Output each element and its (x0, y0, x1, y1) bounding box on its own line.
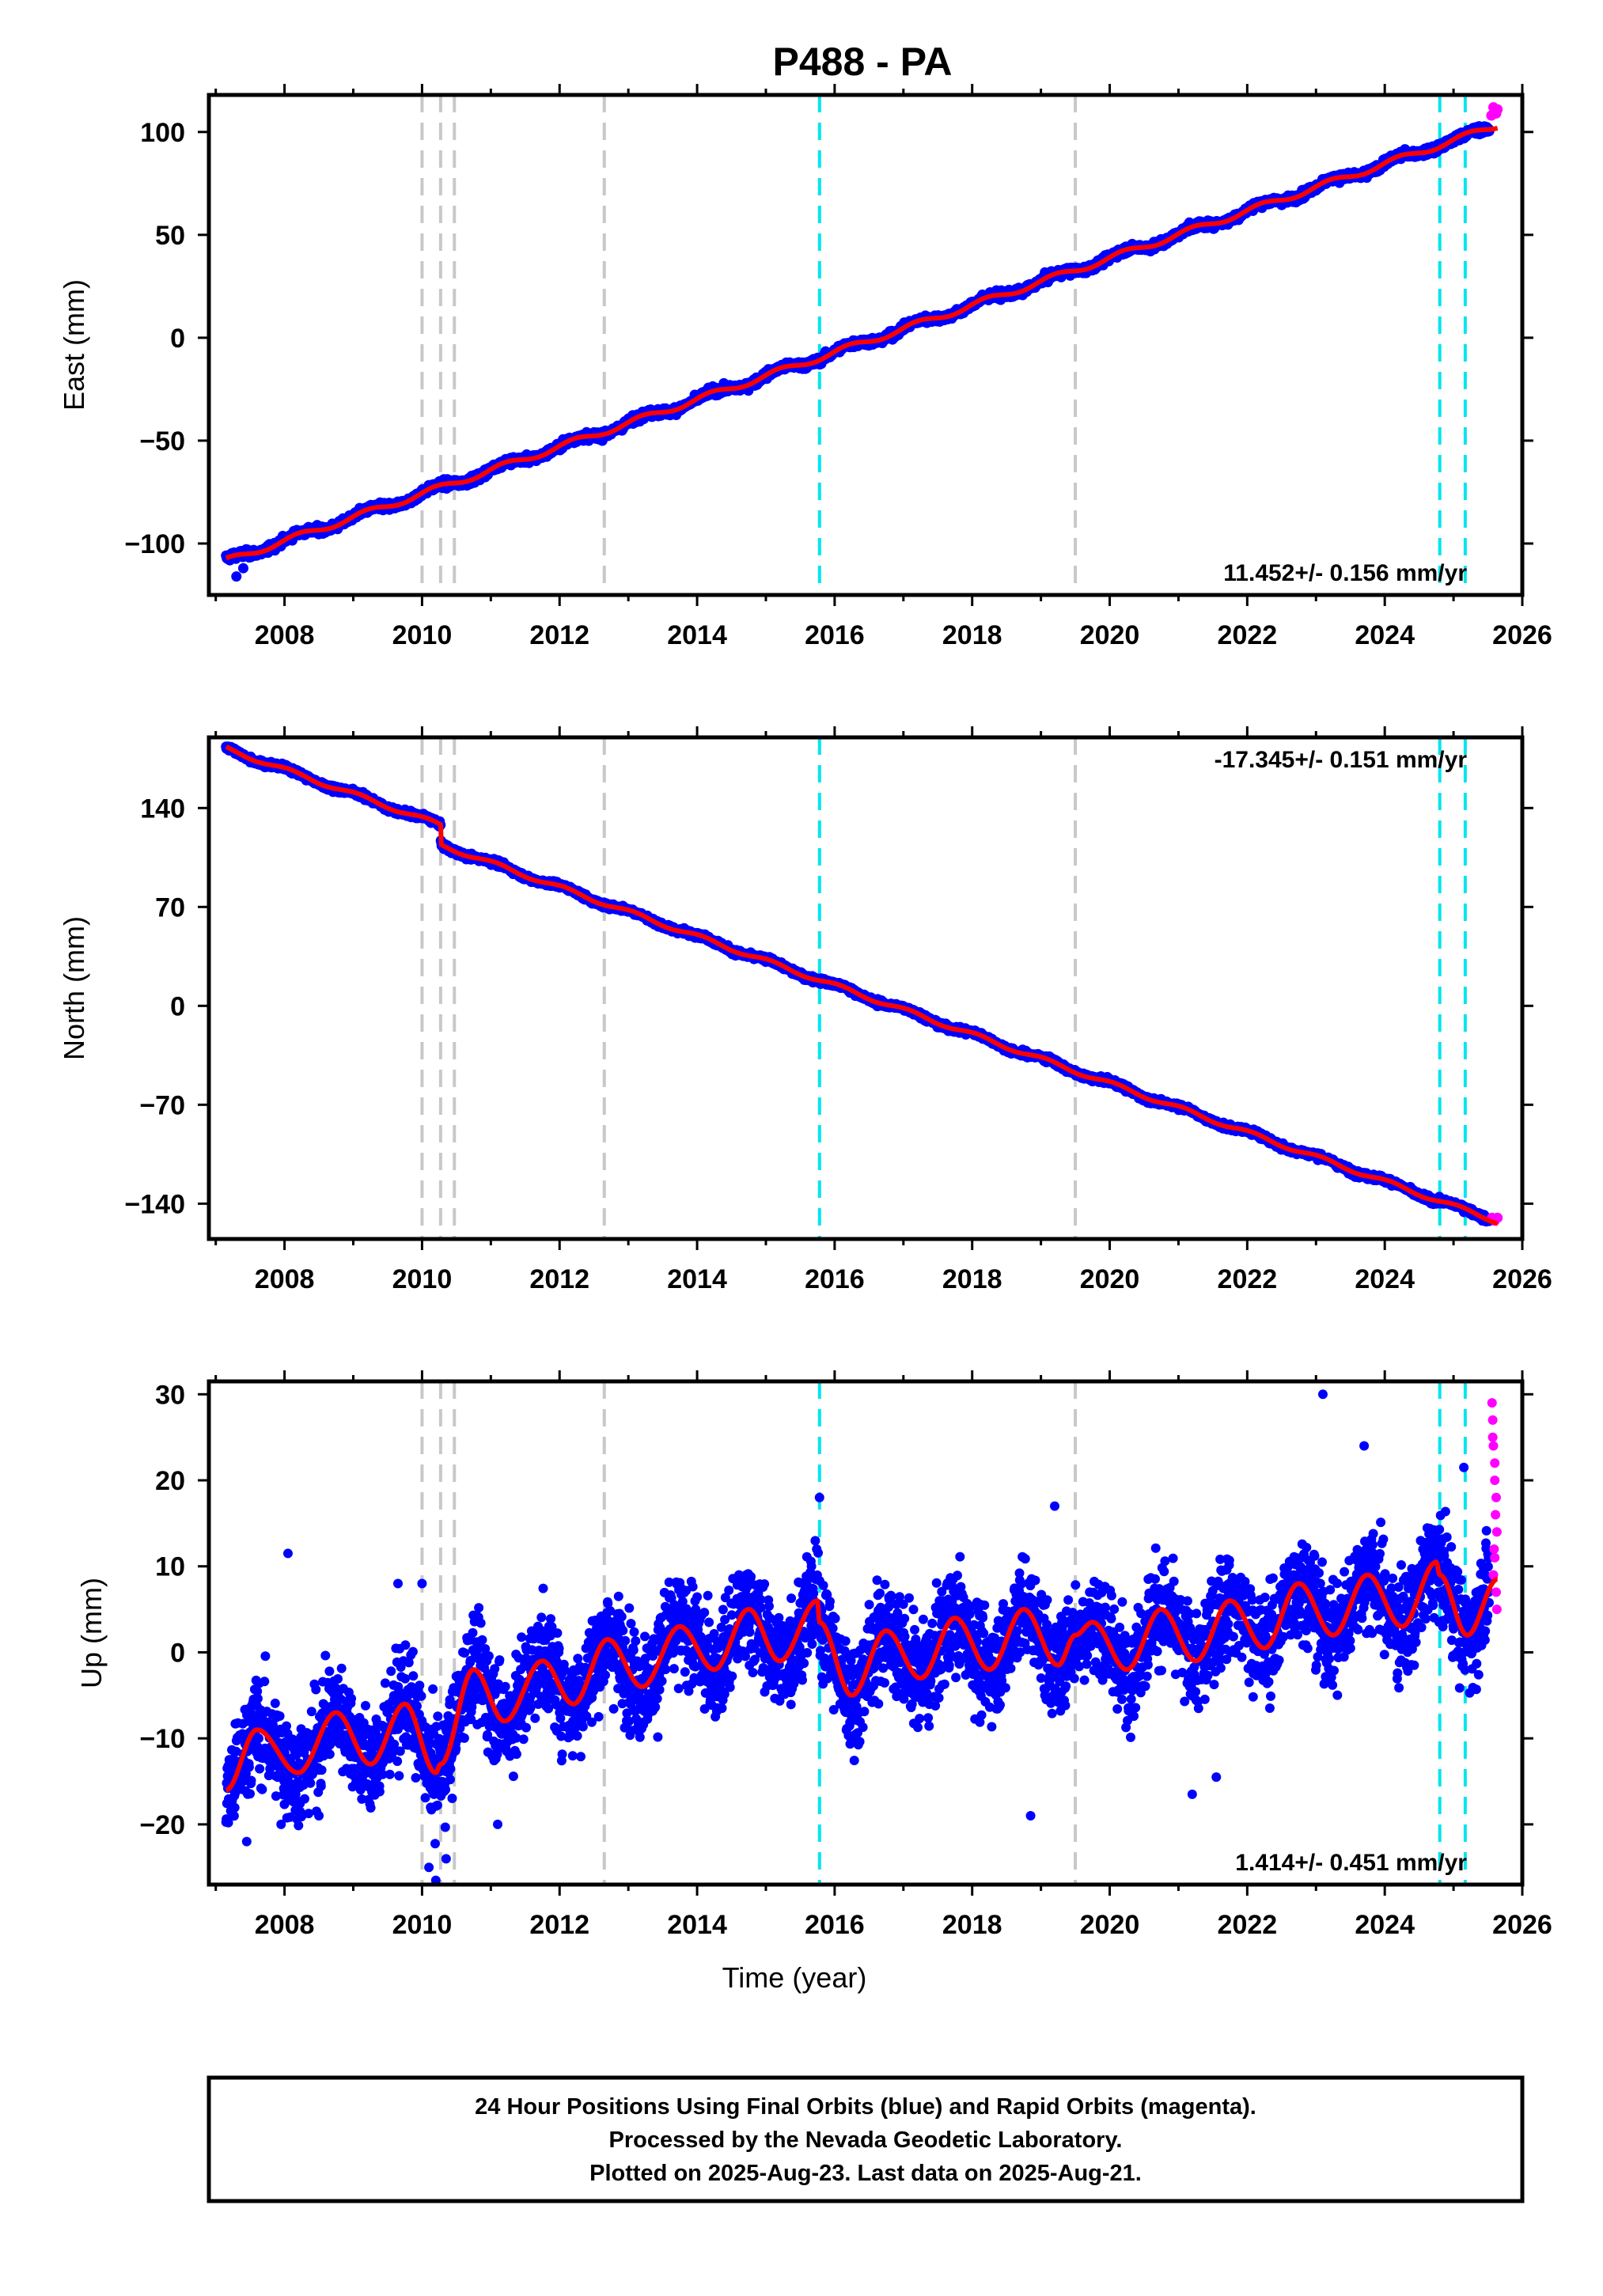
north-event-lines (420, 737, 1467, 1239)
y-tick-label: 100 (140, 118, 185, 148)
x-tick-label: 2026 (1492, 620, 1552, 650)
x-tick-label: 2016 (805, 620, 865, 650)
rapid-orbit-point (1492, 104, 1503, 115)
east-y-axis-label: East (mm) (58, 279, 90, 411)
x-tick-label: 2020 (1080, 620, 1140, 650)
east-rate-label: 11.452+/- 0.156 mm/yr (1223, 560, 1467, 586)
x-tick-label: 2008 (255, 620, 315, 650)
y-tick-label: −50 (139, 426, 185, 457)
x-tick-label: 2014 (667, 620, 727, 650)
east-panel: 2008 2010 2012 2014 2016 2018 2020 2022 2024 2026… (58, 84, 1552, 650)
y-tick-label: −100 (124, 529, 185, 559)
north-panel: 2008 2010 2012 2014 2016 2018 2020 2022 2024 2026… (58, 726, 1552, 1294)
y-tick-label: 0 (170, 324, 185, 354)
final-orbit-point (231, 571, 242, 582)
final-orbit-point (237, 563, 248, 574)
x-tick-label: 2018 (942, 620, 1002, 650)
x-tick-label: 2012 (529, 620, 589, 650)
x-tick-label: 2022 (1218, 620, 1278, 650)
east-model-curve (224, 126, 1499, 561)
model-fit-line (224, 126, 1499, 561)
x-tick-label: 2010 (392, 620, 453, 650)
y-tick-label: 50 (155, 221, 185, 251)
east-event-lines (420, 95, 1467, 595)
figure-title: P488 - PA (773, 40, 953, 84)
x-tick-label: 2024 (1355, 620, 1415, 650)
